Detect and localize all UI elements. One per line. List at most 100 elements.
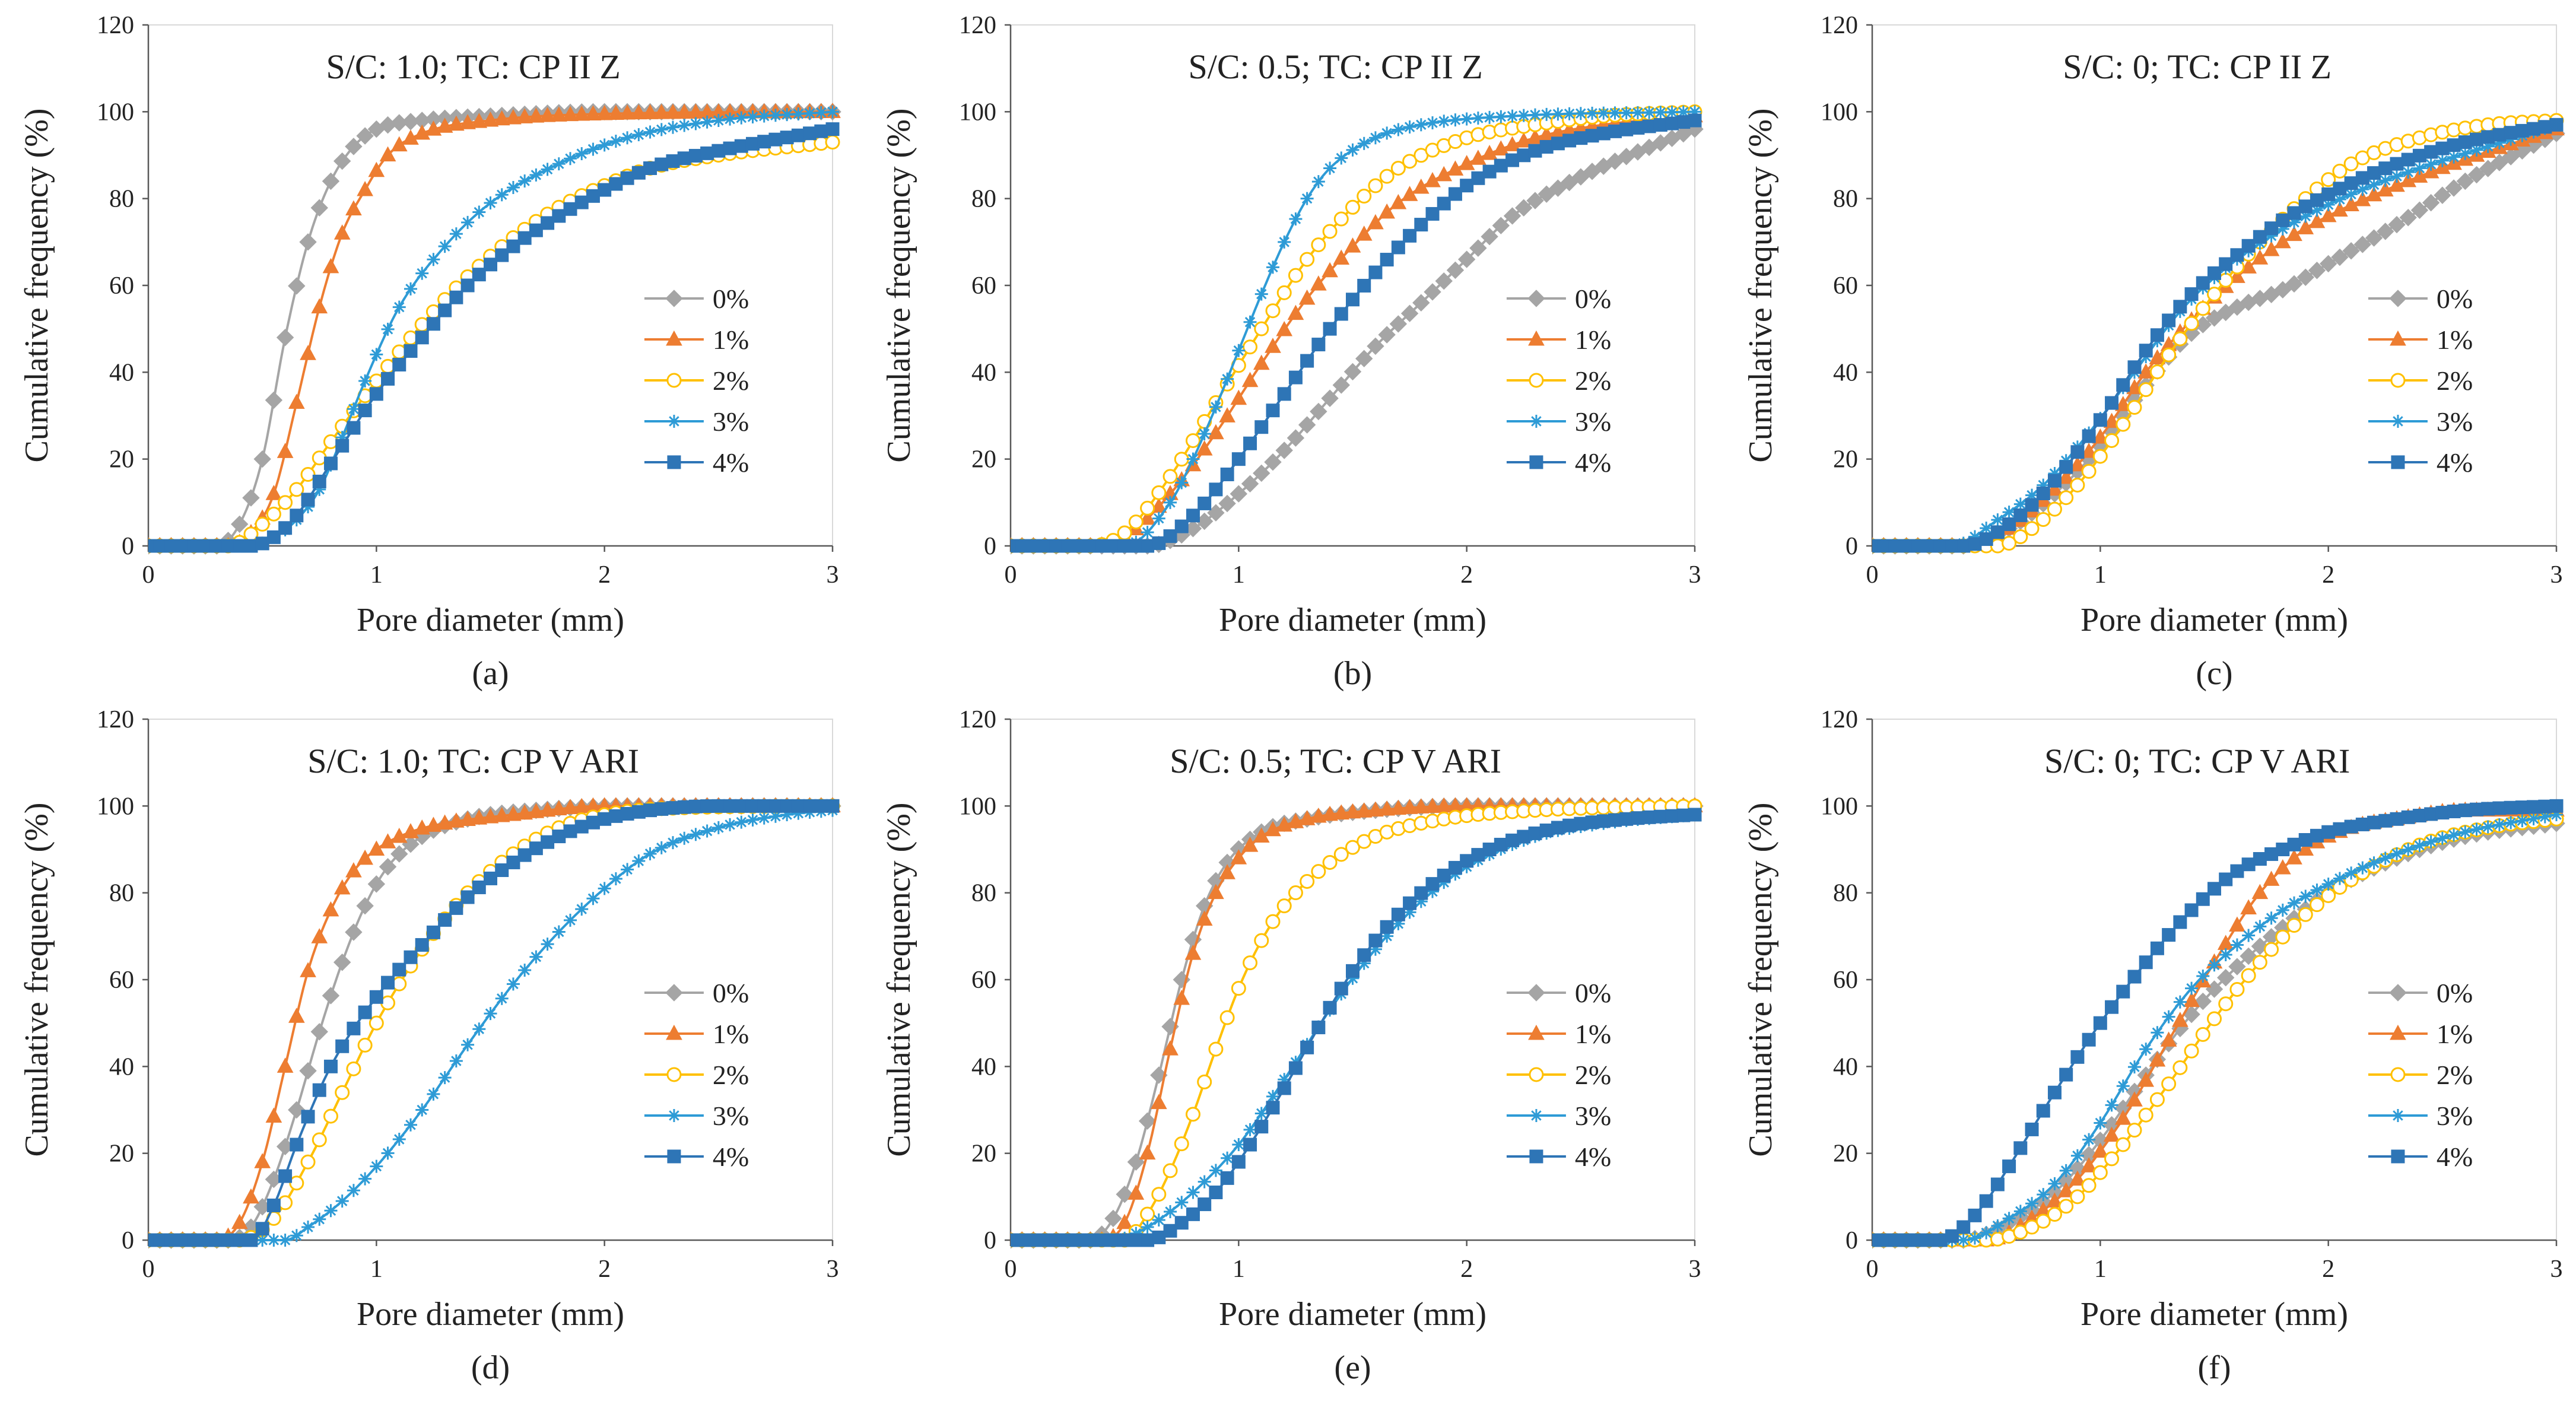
data-point [2149, 1092, 2165, 1107]
data-point [1608, 106, 1622, 120]
data-point [2048, 1177, 2062, 1190]
data-point [1174, 1136, 1189, 1152]
data-point [1198, 496, 1212, 510]
data-point [2459, 147, 2472, 160]
data-point [459, 811, 476, 827]
data-point [2377, 223, 2394, 240]
data-point [1198, 1197, 1212, 1212]
data-point [735, 815, 748, 829]
data-point [2047, 474, 2062, 488]
data-point [414, 124, 431, 140]
data-point [311, 928, 328, 943]
data-point [1900, 1233, 1914, 1247]
data-point [311, 298, 328, 314]
data-point [826, 105, 839, 119]
data-point [2127, 970, 2142, 984]
data-point [164, 539, 178, 553]
data-point [448, 812, 465, 828]
data-point [2092, 449, 2108, 464]
data-point [1494, 158, 1508, 173]
data-point [2195, 301, 2210, 316]
data-point [370, 1159, 383, 1173]
data-point [1888, 1233, 1902, 1247]
data-point [621, 131, 634, 145]
data-point [288, 393, 305, 409]
y-tick-label: 120 [97, 706, 134, 733]
data-point [1654, 106, 1667, 119]
data-point [347, 1021, 361, 1035]
legend-label: 3% [1575, 1101, 1611, 1131]
data-point [493, 806, 510, 822]
data-point [1221, 372, 1234, 386]
data-point [825, 135, 840, 150]
legend-marker [1527, 984, 1545, 1002]
data-point [2217, 968, 2235, 987]
data-point [1254, 321, 1269, 336]
data-point [1470, 150, 1486, 165]
data-point [1298, 289, 1316, 305]
data-point [1186, 452, 1200, 466]
data-point [2447, 804, 2461, 818]
data-point [313, 1212, 326, 1226]
data-point [1288, 1061, 1303, 1075]
data-point [666, 801, 680, 815]
data-point [1357, 278, 1371, 293]
data-point [231, 1213, 248, 1229]
data-point [1266, 260, 1279, 274]
data-point [768, 109, 782, 122]
data-point [1933, 539, 1948, 553]
legend-label: 1% [1575, 325, 1611, 355]
data-point [563, 202, 577, 216]
data-point [1876, 539, 1891, 553]
data-point [1368, 942, 1382, 956]
data-point [2218, 996, 2234, 1012]
data-point [1392, 917, 1405, 930]
data-point [1482, 164, 1497, 179]
data-point [1162, 1163, 1178, 1178]
data-point [1254, 1107, 1268, 1120]
x-tick-label: 0 [1005, 561, 1017, 589]
data-point [221, 1233, 236, 1247]
data-point [2388, 176, 2405, 192]
data-point [1653, 809, 1667, 824]
data-point [2082, 429, 2096, 443]
data-point [1357, 189, 1372, 204]
data-point [746, 110, 760, 123]
data-point [2515, 123, 2529, 138]
data-point [1311, 175, 1325, 189]
y-tick-label: 60 [109, 272, 134, 300]
data-point [369, 373, 384, 389]
data-point [1243, 339, 1258, 355]
data-point [1253, 354, 1270, 370]
data-point [2207, 1011, 2222, 1027]
data-point [757, 135, 771, 149]
data-point [1298, 416, 1316, 434]
x-axis-label: Pore diameter (mm) [1219, 1296, 1486, 1333]
data-point [1596, 814, 1611, 828]
data-point [1174, 1216, 1189, 1230]
data-point [2469, 802, 2483, 816]
data-point [2126, 379, 2143, 395]
y-tick-label: 40 [1833, 1053, 1858, 1081]
data-point [356, 127, 374, 145]
data-point [2354, 190, 2371, 206]
data-point [678, 119, 691, 132]
data-point [2410, 201, 2429, 219]
data-point [2299, 209, 2313, 223]
data-point [300, 962, 316, 977]
data-point [2219, 872, 2233, 886]
data-point [356, 897, 374, 915]
data-point [1151, 485, 1167, 500]
data-point [1403, 905, 1416, 919]
data-point [392, 1133, 406, 1146]
data-point [1174, 452, 1189, 467]
data-point [2138, 382, 2153, 398]
data-point [1196, 440, 1213, 456]
y-tick-label: 20 [109, 446, 134, 474]
data-point [552, 209, 566, 223]
y-tick-label: 20 [971, 1140, 996, 1168]
data-point [1642, 810, 1656, 824]
data-point [2127, 400, 2142, 415]
data-point [1597, 106, 1611, 120]
data-point [734, 139, 748, 153]
